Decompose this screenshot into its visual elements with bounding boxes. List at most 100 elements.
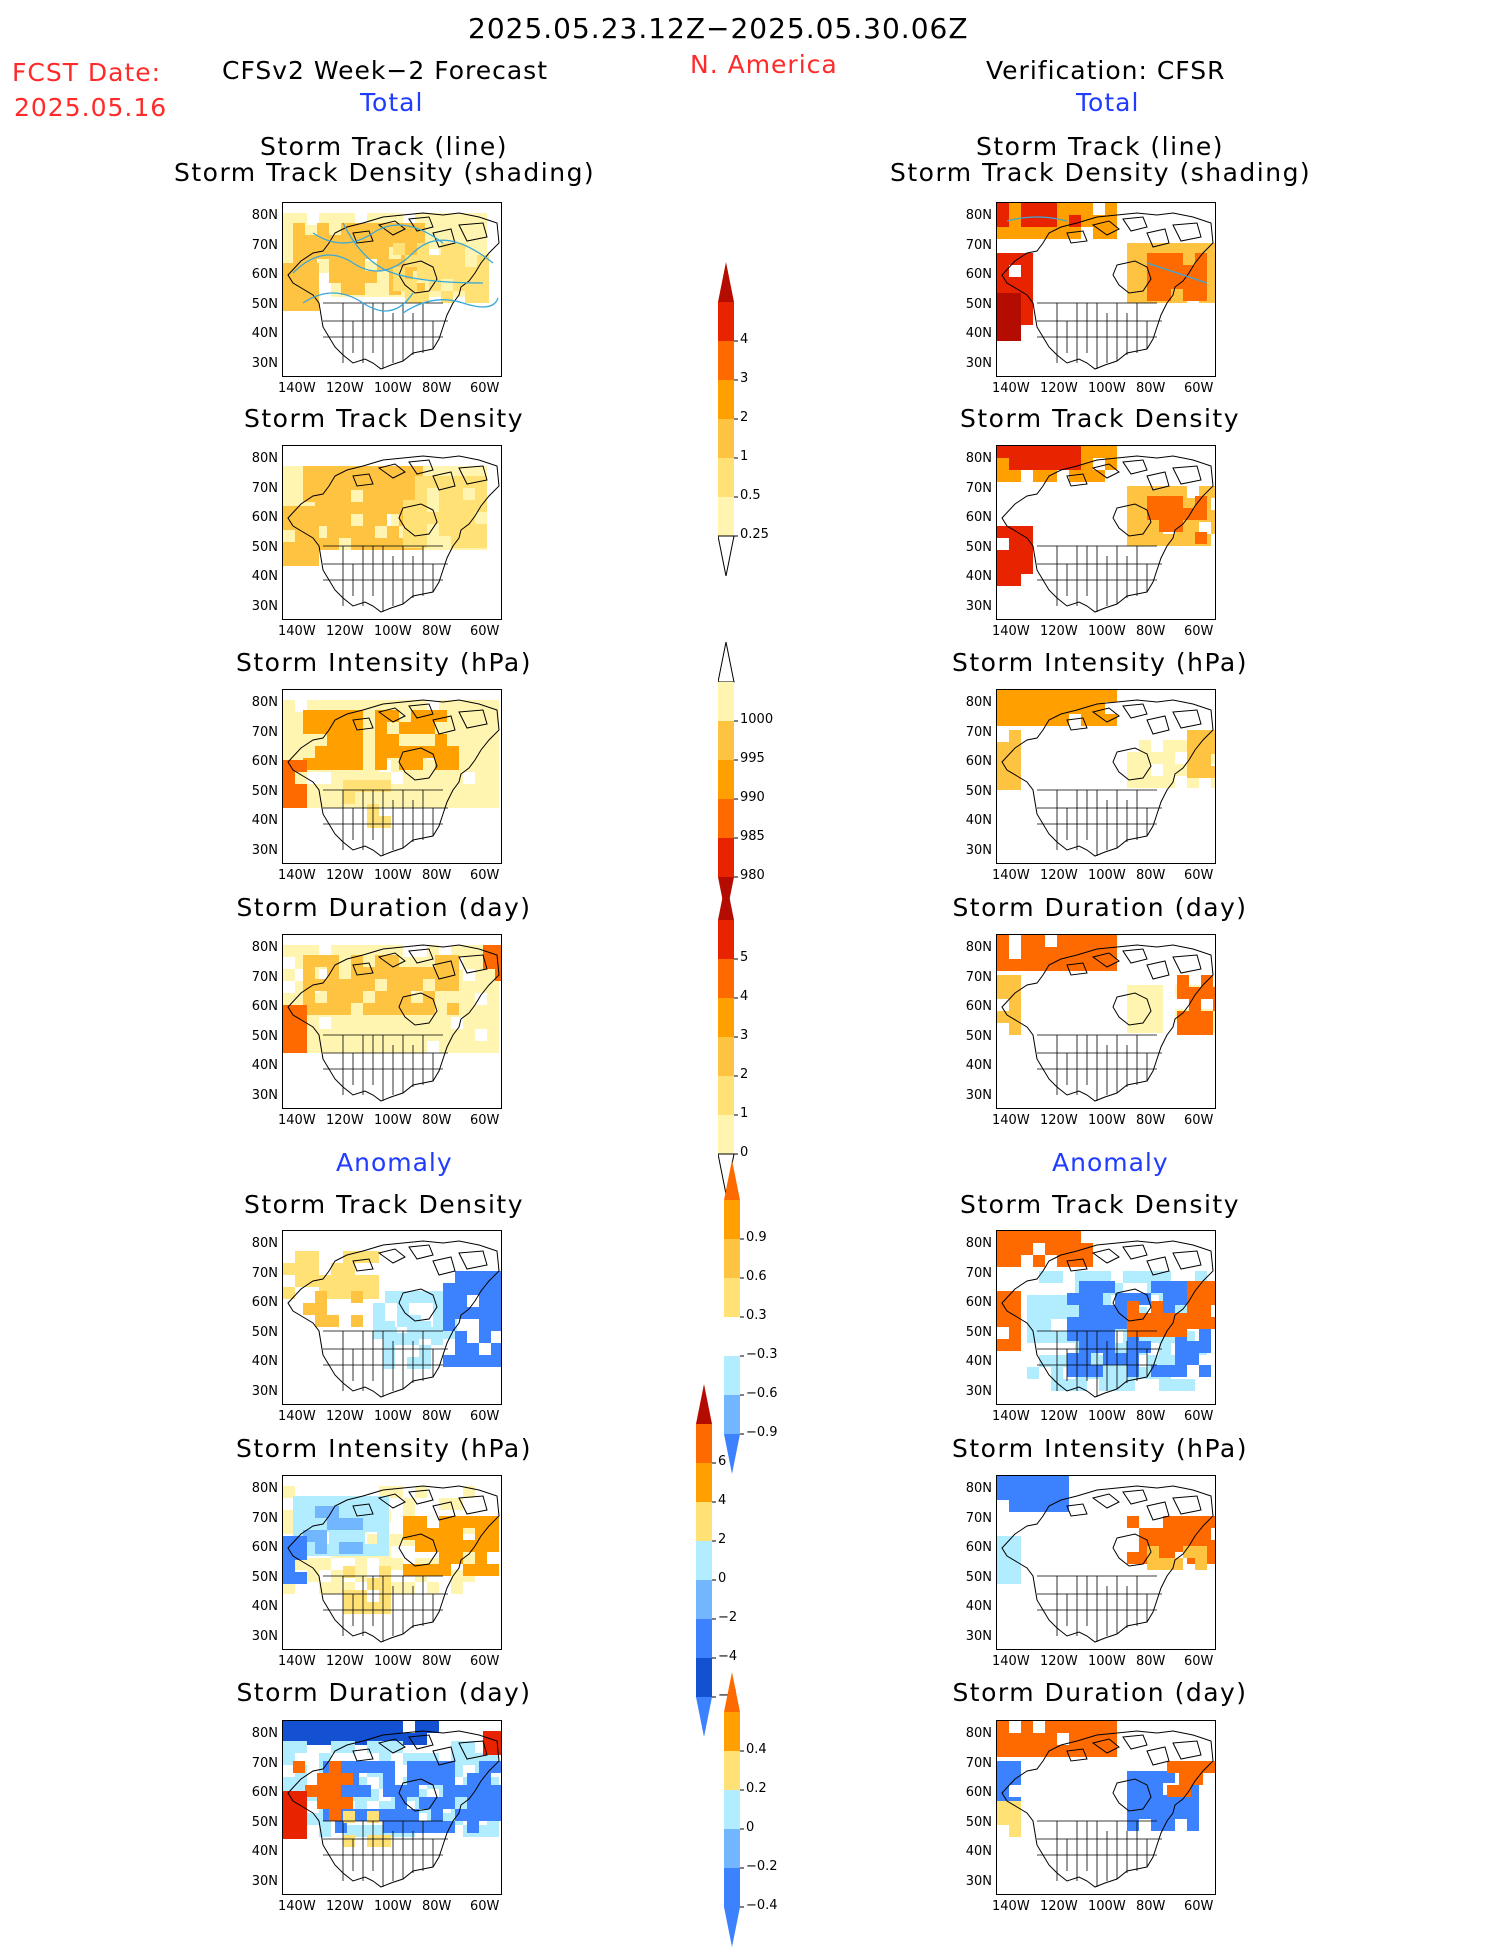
lat-tick-label: 50N bbox=[251, 539, 278, 555]
lon-tick-label: 100W bbox=[374, 624, 412, 639]
lat-tick-label: 60N bbox=[965, 1295, 992, 1310]
lon-tick-label: 100W bbox=[1088, 868, 1126, 883]
lat-tick-label: 50N bbox=[965, 539, 992, 555]
lon-tick-label: 140W bbox=[278, 1654, 316, 1669]
lat-tick-label: 70N bbox=[965, 1510, 992, 1526]
lon-tick-label: 60W bbox=[1184, 624, 1214, 639]
lat-tick-label: 30N bbox=[965, 1873, 992, 1889]
right-anom-duration-panel bbox=[996, 1720, 1216, 1895]
lat-tick-label: 40N bbox=[965, 569, 992, 584]
lon-tick-label: 100W bbox=[1088, 1654, 1126, 1669]
lat-tick-label: 70N bbox=[251, 969, 278, 985]
density-anom-colorbar-label: 0.9 bbox=[746, 1230, 767, 1245]
lon-tick-label: 100W bbox=[374, 1899, 412, 1914]
left-title-anom-intensity: Storm Intensity (hPa) bbox=[236, 1434, 532, 1463]
lon-tick-label: 80W bbox=[1136, 1113, 1166, 1128]
lat-tick-label: 50N bbox=[251, 783, 278, 799]
right-title-anom-intensity: Storm Intensity (hPa) bbox=[952, 1434, 1248, 1463]
right-total-density-panel bbox=[996, 445, 1216, 620]
lat-tick-label: 40N bbox=[251, 1599, 278, 1614]
lon-tick-label: 80W bbox=[1136, 624, 1166, 639]
right-anom-intensity-panel bbox=[996, 1475, 1216, 1650]
lon-tick-label: 100W bbox=[374, 868, 412, 883]
lon-tick-label: 60W bbox=[470, 868, 500, 883]
lon-tick-label: 100W bbox=[374, 1654, 412, 1669]
right-title-density: Storm Track Density bbox=[959, 404, 1240, 433]
lat-tick-label: 80N bbox=[251, 695, 278, 710]
intensity-anom-colorbar-label: 0 bbox=[718, 1571, 727, 1586]
lat-tick-label: 60N bbox=[251, 510, 278, 525]
lon-tick-label: 120W bbox=[326, 868, 364, 883]
lon-tick-label: 140W bbox=[992, 1113, 1030, 1128]
intensity-anom-colorbar-label: −2 bbox=[718, 1610, 738, 1625]
right-total-track-panel bbox=[996, 202, 1216, 377]
duration-colorbar-label: 0 bbox=[740, 1145, 749, 1160]
left-anom-density-panel bbox=[282, 1230, 502, 1405]
right-anom-intensity-panel-map bbox=[997, 1476, 1215, 1643]
density-anom-colorbar-label: 0.3 bbox=[746, 1308, 767, 1323]
lon-tick-label: 140W bbox=[278, 868, 316, 883]
lon-tick-label: 140W bbox=[992, 1409, 1030, 1424]
lat-tick-label: 70N bbox=[251, 1755, 278, 1771]
right-total-intensity-panel-map bbox=[997, 690, 1215, 857]
lat-tick-label: 30N bbox=[251, 1087, 278, 1103]
left-anom-density-panel-map bbox=[283, 1240, 501, 1398]
left-title-duration: Storm Duration (day) bbox=[236, 893, 532, 922]
lon-tick-label: 140W bbox=[992, 868, 1030, 883]
right-title-anom-duration: Storm Duration (day) bbox=[952, 1678, 1248, 1707]
lon-tick-label: 140W bbox=[992, 1654, 1030, 1669]
lat-tick-label: 30N bbox=[251, 1628, 278, 1644]
left-title-anom-duration: Storm Duration (day) bbox=[236, 1678, 532, 1707]
lat-tick-label: 50N bbox=[965, 1324, 992, 1340]
density-anom-colorbar-label: −0.9 bbox=[746, 1425, 778, 1440]
lat-tick-label: 30N bbox=[251, 842, 278, 858]
duration-anom-colorbar bbox=[724, 1672, 744, 1947]
lon-tick-label: 60W bbox=[1184, 381, 1214, 396]
lon-tick-label: 140W bbox=[278, 1113, 316, 1128]
left-total-intensity-panel bbox=[282, 689, 502, 864]
lon-tick-label: 120W bbox=[1040, 1409, 1078, 1424]
duration-anom-colorbar-label: 0.4 bbox=[746, 1742, 767, 1757]
left-anom-duration-panel-map bbox=[283, 1721, 501, 1888]
lon-tick-label: 120W bbox=[1040, 381, 1078, 396]
intensity-anom-colorbar-label: 2 bbox=[718, 1532, 727, 1547]
lat-tick-label: 50N bbox=[965, 783, 992, 799]
lon-tick-label: 120W bbox=[326, 1409, 364, 1424]
lat-tick-label: 80N bbox=[251, 1481, 278, 1496]
duration-colorbar-label: 2 bbox=[740, 1067, 749, 1082]
duration-anom-colorbar-label: 0 bbox=[746, 1820, 755, 1835]
region-title: N. America bbox=[690, 50, 838, 79]
lon-tick-label: 140W bbox=[278, 1409, 316, 1424]
density-colorbar-label: 0.5 bbox=[740, 488, 761, 503]
lat-tick-label: 30N bbox=[251, 355, 278, 371]
right-title-intensity: Storm Intensity (hPa) bbox=[952, 648, 1248, 677]
lat-tick-label: 80N bbox=[251, 940, 278, 955]
lat-tick-label: 50N bbox=[965, 1028, 992, 1044]
lat-tick-label: 60N bbox=[251, 267, 278, 282]
left-anom-intensity-panel-map bbox=[283, 1485, 500, 1643]
density-colorbar-label: 4 bbox=[740, 332, 749, 347]
lon-tick-label: 120W bbox=[1040, 1899, 1078, 1914]
lat-tick-label: 60N bbox=[965, 1540, 992, 1555]
left-total-density-panel-map bbox=[283, 455, 500, 613]
right-total-duration-panel-map bbox=[997, 935, 1215, 1102]
lat-tick-label: 40N bbox=[251, 326, 278, 341]
lat-tick-label: 70N bbox=[965, 1265, 992, 1281]
left-title-track-line: Storm Track (line) bbox=[259, 132, 509, 161]
left-anom-duration-panel bbox=[282, 1720, 502, 1895]
right-column-title: Verification: CFSR bbox=[986, 56, 1226, 85]
lat-tick-label: 60N bbox=[251, 754, 278, 769]
right-anomaly-label: Anomaly bbox=[1052, 1148, 1169, 1177]
lat-tick-label: 30N bbox=[965, 842, 992, 858]
left-anomaly-label: Anomaly bbox=[336, 1148, 453, 1177]
lon-tick-label: 80W bbox=[1136, 1654, 1166, 1669]
right-total-density-panel-map bbox=[997, 446, 1215, 613]
fcst-label: FCST Date: bbox=[12, 58, 162, 87]
lon-tick-label: 120W bbox=[326, 1654, 364, 1669]
lat-tick-label: 50N bbox=[965, 296, 992, 312]
fcst-date: 2025.05.16 bbox=[14, 93, 168, 122]
lat-tick-label: 30N bbox=[251, 598, 278, 614]
right-title-anom-density: Storm Track Density bbox=[959, 1190, 1240, 1219]
lon-tick-label: 60W bbox=[470, 1654, 500, 1669]
lat-tick-label: 40N bbox=[965, 813, 992, 828]
